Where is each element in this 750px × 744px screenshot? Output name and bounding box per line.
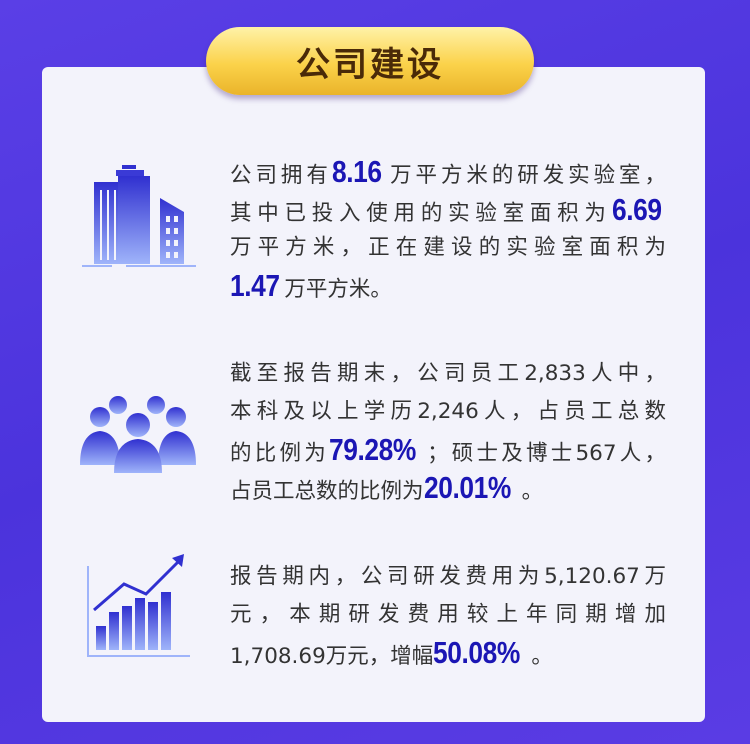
text-line: 的比例为79.28% ；硕士及博士567人， [230,431,666,469]
text-line: 元，本期研发费用较上年同期增加 [230,596,666,634]
people-icon [80,396,196,473]
text-segment: 。 [531,644,553,669]
text-segment: 万平方米的研发实验室， [386,163,666,188]
lab-area-text: 公司拥有8.16 万平方米的研发实验室， 其中已投入使用的实验室面积为6.69 万平方… [230,153,666,305]
text-segment: 本科及以上学历2,246人，占员工总数 [230,399,666,424]
text-segment: 万平方米，正在建设的实验室面积为 [230,235,666,260]
highlight-number: 8.16 [331,154,382,189]
text-line: 1,708.69万元，增幅50.08% 。 [230,634,666,672]
text-segment: 1,708.69万元，增幅 [230,644,434,669]
buildings-icon [82,165,196,267]
highlight-number: 6.69 [611,192,662,227]
highlight-number: 20.01% [423,470,511,505]
text-segment: 报告期内，公司研发费用为5,120.67万 [230,564,666,589]
text-line: 截至报告期末，公司员工2,833人中， [230,355,666,393]
text-line: 占员工总数的比例为20.01% 。 [230,469,666,507]
text-segment: 截至报告期末，公司员工2,833人中， [230,361,666,386]
text-segment: 占员工总数的比例为 [230,479,424,504]
page-title: 公司建设 [296,44,444,85]
text-line: 报告期内，公司研发费用为5,120.67万 [230,558,666,596]
text-line: 1.47 万平方米。 [230,267,666,305]
highlight-number: 1.47 [230,268,280,303]
text-segment: 元，本期研发费用较上年同期增加 [230,602,666,627]
rd-expense-text: 报告期内，公司研发费用为5,120.67万 元，本期研发费用较上年同期增加 1,70… [230,558,666,672]
growth-chart-icon [87,554,190,657]
text-segment: 。 [521,479,544,504]
text-segment: 万平方米。 [284,277,392,302]
highlight-number: 79.28% [328,432,416,467]
text-segment: 其中已投入使用的实验室面积为 [230,201,612,226]
text-segment: 的比例为 [230,441,329,466]
title-banner: 公司建设 [206,27,534,95]
text-line: 公司拥有8.16 万平方米的研发实验室， [230,153,666,191]
text-line: 本科及以上学历2,246人，占员工总数 [230,393,666,431]
text-line: 万平方米，正在建设的实验室面积为 [230,229,666,267]
highlight-number: 50.08% [433,635,521,670]
text-segment: 公司拥有 [230,163,332,188]
text-line: 其中已投入使用的实验室面积为6.69 [230,191,666,229]
staff-text: 截至报告期末，公司员工2,833人中， 本科及以上学历2,246人，占员工总数 的比… [230,355,666,507]
text-segment: ；硕士及博士567人， [427,441,666,466]
